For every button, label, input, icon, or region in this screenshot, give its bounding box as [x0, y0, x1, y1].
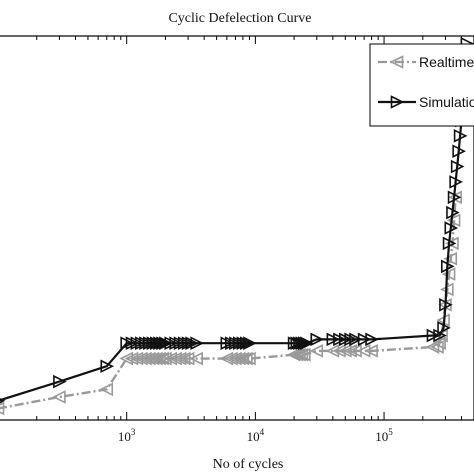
series-marker	[156, 336, 170, 350]
legend-marker	[389, 55, 404, 69]
series-marker	[232, 336, 247, 350]
series-marker	[135, 336, 149, 350]
series-marker	[189, 351, 203, 366]
series-marker	[181, 336, 196, 350]
series-marker	[243, 336, 257, 350]
series-marker	[294, 347, 309, 362]
series-marker	[172, 351, 187, 366]
series-marker	[449, 175, 463, 189]
series-marker	[309, 344, 324, 358]
series-marker	[238, 351, 253, 366]
series-marker	[130, 336, 145, 350]
legend-label: Realtime	[419, 54, 474, 70]
legend: Realtime Simulation	[369, 43, 474, 127]
series-marker	[439, 298, 453, 312]
series-marker	[289, 347, 304, 362]
legend-marker	[390, 95, 405, 109]
plot-frame	[0, 35, 474, 421]
series-marker	[235, 351, 250, 366]
legend-label: Simulation	[419, 94, 474, 110]
series-marker	[343, 344, 357, 358]
series-marker	[450, 159, 465, 174]
series-marker	[295, 336, 310, 350]
series-marker	[356, 344, 371, 358]
series-marker	[236, 336, 251, 350]
series-marker	[99, 382, 114, 397]
series-marker	[442, 236, 457, 251]
series-marker	[180, 351, 195, 366]
series-marker	[425, 340, 440, 354]
series-marker	[365, 332, 379, 347]
series-marker	[297, 336, 312, 350]
series-marker	[444, 221, 459, 235]
chart-title: Cyclic Defelection Curve	[168, 11, 311, 26]
series-marker	[437, 321, 451, 335]
x-axis-label: No of cycles	[213, 457, 284, 472]
series-marker	[292, 347, 306, 362]
series-marker	[239, 336, 254, 350]
series-marker	[446, 213, 461, 228]
series-marker	[443, 251, 458, 266]
series-marker	[100, 359, 115, 374]
series-marker	[446, 205, 460, 220]
series-line	[0, 197, 457, 410]
series-marker	[53, 374, 67, 389]
series-marker	[149, 351, 163, 366]
series-marker	[326, 332, 341, 347]
series-marker	[440, 259, 455, 274]
series-marker	[432, 336, 446, 350]
series-marker	[224, 336, 239, 350]
x-tick-label: 104	[247, 427, 265, 444]
series-marker	[155, 351, 169, 366]
legend-box	[369, 43, 474, 127]
x-tick-label: 103	[118, 427, 136, 444]
series-marker	[139, 336, 153, 350]
series-marker	[310, 332, 325, 347]
series-marker	[242, 351, 256, 366]
series-marker	[173, 336, 188, 350]
series-marker	[445, 236, 459, 251]
series-marker	[220, 336, 235, 350]
series-marker	[146, 336, 161, 350]
series-marker	[52, 390, 66, 404]
series-marker	[348, 344, 362, 358]
series-marker	[452, 144, 466, 158]
series-marker	[357, 332, 372, 347]
x-tick-label: 105	[375, 427, 393, 444]
series-marker	[143, 336, 157, 350]
series-marker	[0, 401, 5, 416]
series-0	[0, 190, 462, 416]
series-marker	[441, 267, 456, 281]
series-marker	[364, 344, 378, 358]
series-marker	[169, 336, 183, 350]
series-marker	[453, 129, 468, 143]
series-marker	[297, 347, 311, 362]
series-marker	[229, 336, 243, 350]
series-marker	[300, 336, 314, 350]
series-marker	[426, 328, 441, 343]
series-marker	[190, 336, 204, 350]
series-marker	[177, 336, 192, 350]
series-marker	[349, 332, 363, 347]
series-marker	[447, 190, 462, 205]
